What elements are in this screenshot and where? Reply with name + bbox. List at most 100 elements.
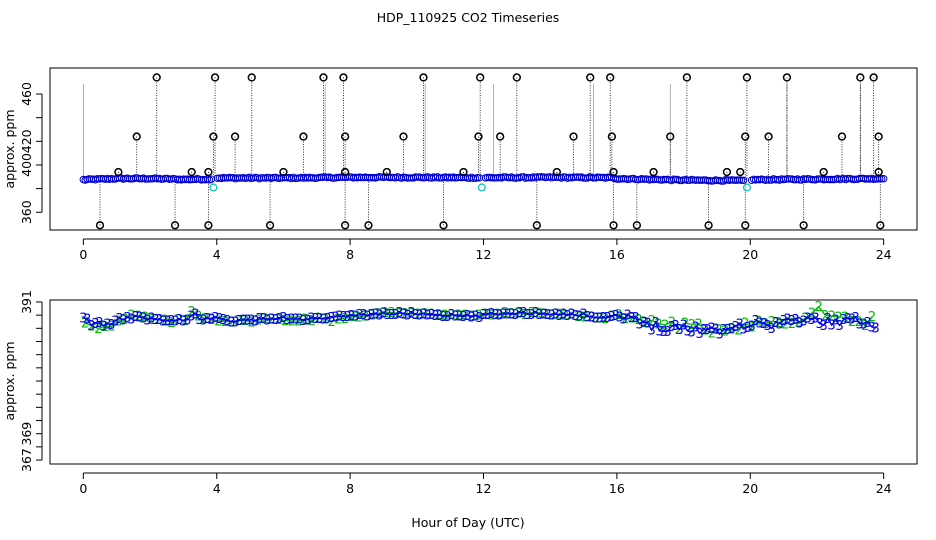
top-clipped-low-point — [340, 221, 350, 230]
bottom-y-tick-label: 367 — [19, 448, 34, 472]
top-clipped-high-point — [339, 73, 348, 82]
series-3-point: 3 — [283, 313, 291, 328]
series-2-point: 2 — [361, 309, 369, 324]
series-2-point: 2 — [828, 310, 836, 325]
series-3-point: 3 — [219, 313, 227, 328]
series-3-point: 3 — [135, 311, 143, 326]
series-2-point: 2 — [208, 313, 216, 328]
top-clipped-high-point — [210, 73, 220, 82]
series-2-point: 2 — [114, 315, 122, 330]
bottom-x-tick-label: 0 — [79, 481, 87, 496]
series-3-point: 3 — [323, 312, 331, 327]
top-x-tick-label: 0 — [79, 247, 87, 262]
series-3-point: 3 — [747, 319, 755, 334]
top-clipped-high-point — [742, 73, 752, 82]
series-3-point: 3 — [767, 322, 775, 337]
series-3-point: 3 — [195, 313, 203, 328]
series-3-point: 3 — [811, 311, 819, 326]
series-2-point: 2 — [248, 316, 256, 331]
series-2-point: 2 — [81, 317, 89, 332]
series-3-point: 3 — [867, 320, 875, 335]
top-calibration-point — [209, 183, 218, 192]
series-3-point: 3 — [495, 308, 503, 323]
series-3-point: 3 — [95, 316, 103, 331]
series-3-point: 3 — [271, 313, 279, 328]
bottom-y-tick-label: 391 — [19, 290, 34, 314]
series-2-point: 2 — [341, 312, 349, 327]
series-2-point: 2 — [574, 310, 582, 325]
series-3-point: 3 — [531, 306, 539, 321]
series-2-point: 2 — [594, 311, 602, 326]
series-3-point: 3 — [567, 307, 575, 322]
series-2-point: 2 — [514, 307, 522, 322]
top-y-tick-label: 400 — [19, 153, 34, 177]
series-3-point: 3 — [575, 309, 583, 324]
series-3-point: 3 — [419, 307, 427, 322]
top-x-tick-label: 24 — [876, 247, 892, 262]
series-3-point: 3 — [215, 312, 223, 327]
top-outlier-point — [340, 132, 350, 141]
series-3-point: 3 — [631, 311, 639, 326]
top-outlier-point — [819, 167, 828, 177]
series-2-point: 2 — [241, 314, 249, 329]
series-2-point: 2 — [708, 327, 716, 342]
series-2-point: 2 — [788, 317, 796, 332]
top-outlier-point — [399, 132, 408, 141]
series-3-point: 3 — [719, 323, 727, 338]
series-3-point: 3 — [103, 318, 111, 333]
series-3-point: 3 — [375, 309, 383, 324]
top-outlier-point — [666, 132, 675, 141]
bottom-x-tick-label: 16 — [609, 481, 625, 496]
bottom-y-axis-label: approx. ppm — [2, 341, 17, 420]
series-3-point: 3 — [87, 319, 95, 334]
top-clipped-high-point — [782, 73, 792, 82]
series-2-point: 2 — [168, 316, 176, 331]
series-3-point: 3 — [763, 319, 771, 334]
series-2-point: 2 — [781, 318, 789, 333]
series-3-point: 3 — [267, 312, 275, 327]
bottom-x-axis: 0 4 8 12 16 20 24 — [79, 472, 892, 496]
top-outlier-point — [459, 167, 468, 177]
series-2-point: 2 — [568, 308, 576, 323]
series-3-point: 3 — [815, 317, 823, 332]
series-3-point: 3 — [791, 313, 799, 328]
series-3-point: 3 — [775, 317, 783, 332]
series-3-point: 3 — [411, 308, 419, 323]
series-3-point: 3 — [363, 310, 371, 325]
series-3-point: 3 — [823, 312, 831, 327]
series-2-point: 2 — [108, 320, 116, 335]
series-3-point: 3 — [839, 313, 847, 328]
series-3-point: 3 — [395, 306, 403, 321]
series-3-point: 3 — [683, 325, 691, 340]
series-3-point: 3 — [159, 315, 167, 330]
top-outlier-point — [279, 167, 288, 177]
series-2-point: 2 — [821, 309, 829, 324]
series-2-point: 2 — [308, 314, 316, 329]
series-2-point: 2 — [861, 319, 869, 334]
series-3-point: 3 — [855, 317, 863, 332]
series-3-point: 3 — [647, 324, 655, 339]
series-3-point: 3 — [527, 308, 535, 323]
top-outlier-point — [874, 167, 883, 177]
series-3-point: 3 — [619, 313, 627, 328]
top-outlier-point — [340, 167, 350, 177]
series-3-point: 3 — [783, 313, 791, 328]
series-3-point: 3 — [151, 313, 159, 328]
bottom-plot-frame — [49, 299, 918, 465]
series-3-point: 3 — [555, 309, 563, 324]
top-clipped-low-point — [876, 221, 885, 230]
series-3-point: 3 — [255, 312, 263, 327]
top-y-tick-label: 420 — [19, 129, 34, 153]
series-3-point: 3 — [843, 312, 851, 327]
series-3-point: 3 — [379, 306, 387, 321]
series-3-point: 3 — [499, 307, 507, 322]
series-3-point: 3 — [491, 308, 499, 323]
series-3-point: 3 — [795, 316, 803, 331]
top-outlier-point — [609, 167, 618, 177]
top-clipped-low-point — [704, 221, 713, 230]
series-3-point: 3 — [175, 313, 183, 328]
series-2-point: 2 — [474, 309, 482, 324]
series-3-point: 3 — [543, 308, 551, 323]
series-3-point: 3 — [227, 315, 235, 330]
series-3-point: 3 — [707, 322, 715, 337]
